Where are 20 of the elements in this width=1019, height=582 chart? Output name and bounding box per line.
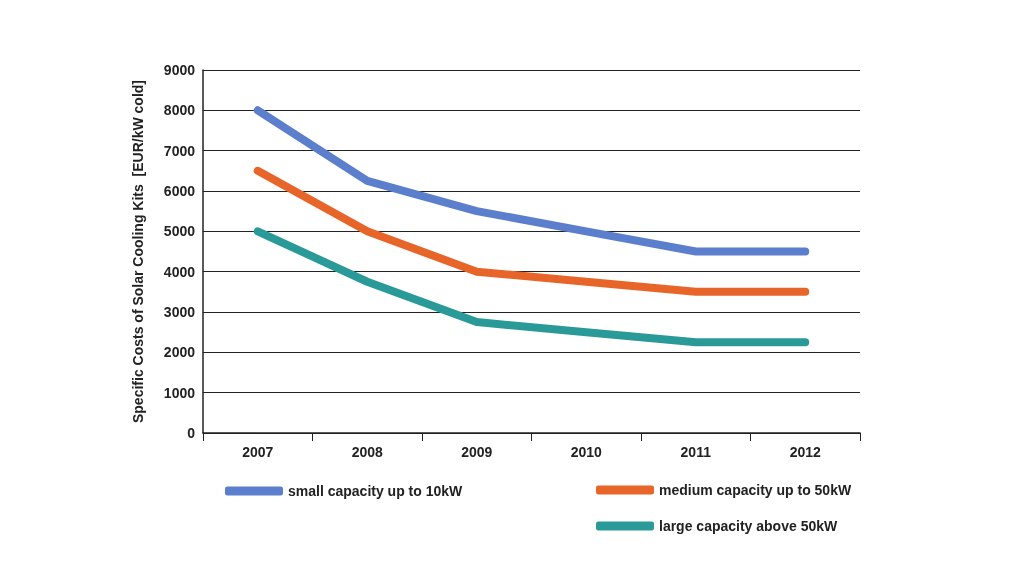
x-tick-label: 2009 [461,444,493,460]
x-tick-label: 2011 [680,444,712,460]
x-tick-label: 2008 [351,444,384,460]
y-tick-label: 9000 [163,62,196,78]
x-tick-label: 2010 [570,444,603,460]
y-tick-label: 4000 [163,263,196,280]
y-tick-label: 8000 [163,102,196,119]
y-axis-title: Specific Costs of Solar Cooling Kits [EUR/kW cold] [130,79,146,424]
y-tick-label: 3000 [163,304,196,320]
legend-label: large capacity above 50kW [659,518,838,534]
legend-label: medium capacity up to 50kW [659,482,852,498]
y-tick-label: 1000 [163,384,196,401]
x-tick-label: 2012 [789,444,822,460]
y-tick-label: 2000 [163,344,196,361]
y-tick-label: 6000 [163,183,196,199]
x-tick-label: 2007 [242,444,274,460]
y-tick-label: 5000 [163,223,196,240]
y-tick-label: 7000 [163,142,196,159]
legend-label: small capacity up to 10kW [288,483,464,499]
y-tick-label: 0 [187,425,196,441]
